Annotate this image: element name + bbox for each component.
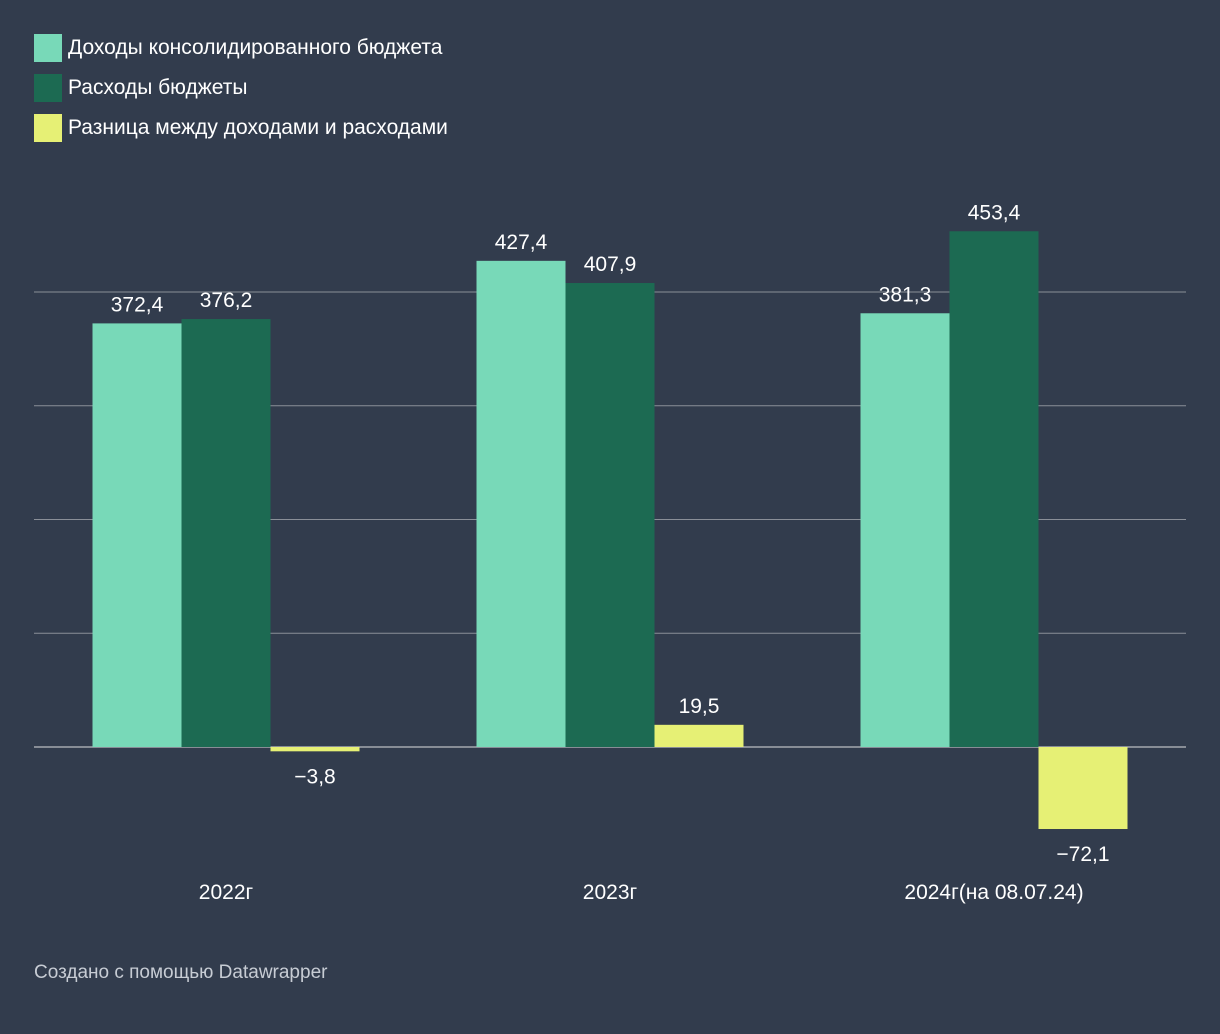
bar-revenue-2 — [860, 313, 950, 747]
data-label: 19,5 — [679, 695, 720, 718]
bar-expenses-2 — [949, 231, 1039, 747]
category-label: 2024г(на 08.07.24) — [904, 881, 1083, 904]
legend-item-expenses: Расходы бюджеты — [34, 74, 448, 102]
bar-revenue-1 — [476, 260, 566, 747]
data-label: 381,3 — [879, 283, 932, 306]
legend-label-revenue: Доходы консолидированного бюджета — [68, 36, 443, 59]
legend-item-difference: Разница между доходами и расходами — [34, 114, 448, 142]
bar-expenses-1 — [565, 283, 655, 747]
data-label: 372,4 — [111, 293, 164, 316]
legend: Доходы консолидированного бюджета Расход… — [34, 34, 448, 154]
bar-revenue-0 — [92, 323, 182, 747]
legend-swatch-difference — [34, 114, 62, 142]
data-label: −72,1 — [1056, 843, 1109, 866]
legend-label-difference: Разница между доходами и расходами — [68, 116, 448, 139]
legend-swatch-revenue — [34, 34, 62, 62]
category-label: 2023г — [583, 881, 638, 904]
bar-difference-1 — [654, 724, 744, 747]
legend-swatch-expenses — [34, 74, 62, 102]
data-label: −3,8 — [294, 765, 335, 788]
bar-expenses-0 — [181, 319, 271, 747]
bar-difference-2 — [1038, 747, 1128, 830]
legend-label-expenses: Расходы бюджеты — [68, 76, 248, 99]
bar-difference-0 — [270, 747, 360, 752]
legend-item-revenue: Доходы консолидированного бюджета — [34, 34, 448, 62]
footer-credit: Создано с помощью Datawrapper — [34, 962, 328, 983]
data-label: 453,4 — [968, 201, 1021, 224]
data-label: 376,2 — [200, 289, 253, 312]
data-label: 427,4 — [495, 231, 548, 254]
category-label: 2022г — [199, 881, 254, 904]
data-label: 407,9 — [584, 253, 637, 276]
